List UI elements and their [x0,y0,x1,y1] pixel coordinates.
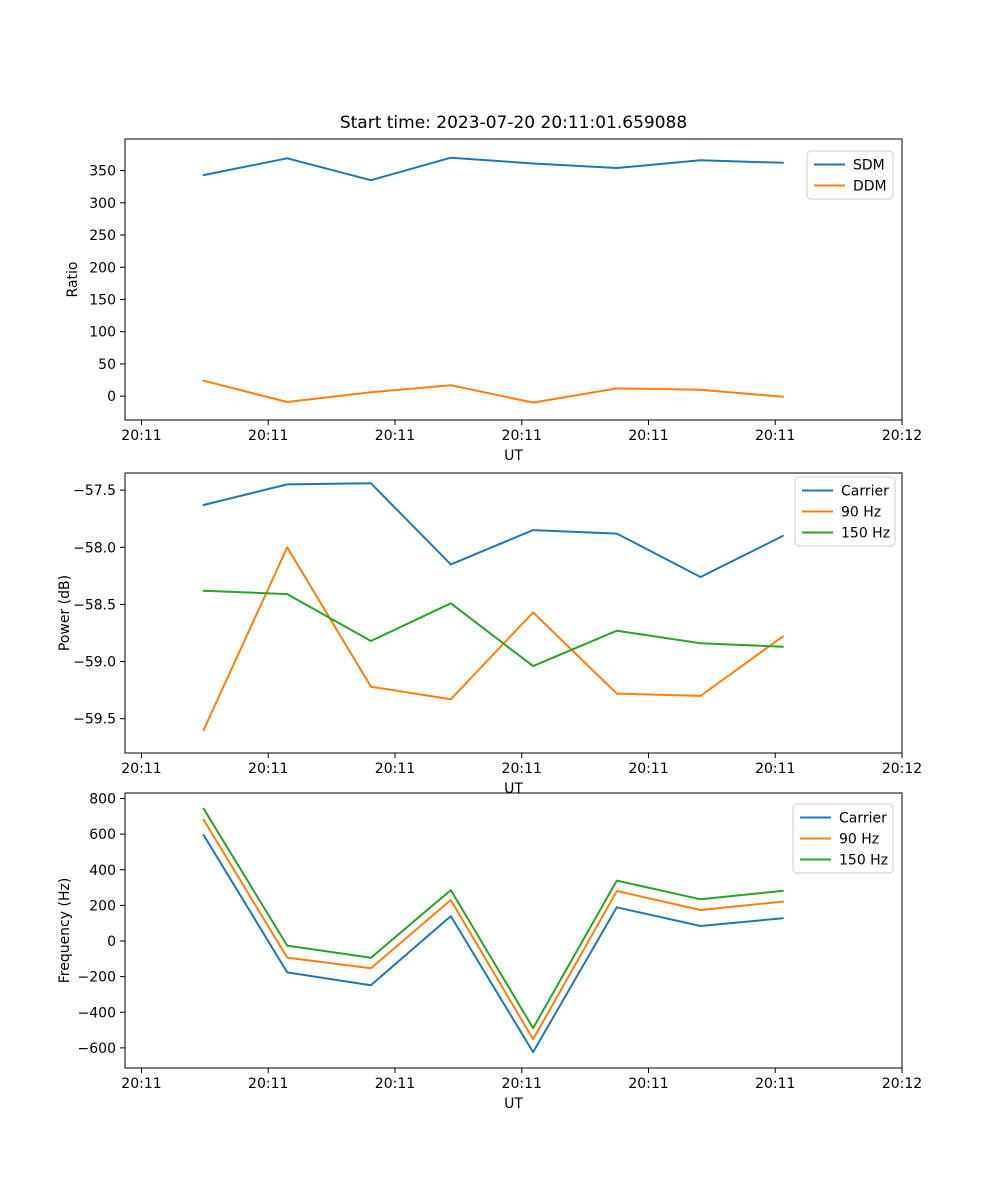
x-tick-label: 20:11 [755,761,795,777]
y-tick-label: −59.5 [73,712,116,728]
subplot-3: 20:11 20:11 20:11 20:11 20:11 20:11 20:12 −600 −… [57,792,922,1112]
x-tick-label: 20:11 [755,428,795,444]
x-tick-label: 20:11 [375,428,415,444]
legend-label-90-hz: 90 Hz [841,505,881,521]
figure-title: Start time: 2023-07-20 20:11:01.659088 [340,113,687,133]
axes-frame [124,472,903,754]
axes-frame [124,792,903,1069]
series-line-carrier [202,482,784,578]
legend-label-90-hz: 90 Hz [839,832,879,848]
series-line-90-hz [202,818,784,1041]
legend-label-ddm: DDM [853,179,887,195]
x-tick-label: 20:11 [628,761,668,777]
x-tick-label: 20:12 [882,1076,922,1092]
series-line-carrier [202,834,784,1054]
y-tick-label: −57.5 [73,483,116,499]
legend-label-150-hz: 150 Hz [839,853,888,869]
x-tick-label: 20:11 [248,1076,288,1092]
x-tick-label: 20:11 [121,761,161,777]
y-tick-label: 600 [89,827,116,843]
series-line-90-hz [202,546,784,732]
y-tick-label: 300 [89,196,116,212]
y-tick-label: −400 [78,1005,116,1021]
y-tick-label: 100 [89,325,116,341]
x-tick-label: 20:11 [628,428,668,444]
x-tick-label: 20:12 [882,761,922,777]
x-tick-label: 20:11 [502,1076,542,1092]
y-tick-label: −58.0 [73,540,116,556]
y-tick-label: 200 [89,260,116,276]
series-line-150-hz [202,807,784,1030]
y-tick-label: 50 [98,357,116,373]
x-tick-label: 20:11 [628,1076,668,1092]
x-axis-label: UT [504,1096,523,1112]
subplot-2: 20:11 20:11 20:11 20:11 20:11 20:11 20:12 −59.5… [57,472,922,797]
y-axis-label: Frequency (Hz) [57,878,73,984]
y-axis-label: Ratio [65,262,81,298]
y-axis-label: Power (dB) [57,575,73,651]
x-tick-label: 20:11 [375,1076,415,1092]
y-tick-label: 400 [89,863,116,879]
legend-box [792,803,894,874]
x-tick-label: 20:11 [248,761,288,777]
y-tick-label: 0 [107,934,116,950]
y-tick-label: 0 [107,389,116,405]
y-tick-label: 200 [89,898,116,914]
x-tick-label: 20:11 [502,428,542,444]
y-tick-label: −58.5 [73,597,116,613]
series-line-ddm [202,379,784,404]
x-tick-label: 20:11 [502,761,542,777]
legend-label-carrier: Carrier [839,811,887,827]
x-tick-label: 20:11 [375,761,415,777]
legend-box [806,150,894,200]
y-tick-label: 800 [89,792,116,808]
legend-label-carrier: Carrier [841,484,889,500]
x-tick-label: 20:11 [755,1076,795,1092]
y-tick-label: −200 [78,970,116,986]
x-tick-label: 20:11 [248,428,288,444]
series-line-sdm [202,156,784,182]
x-tick-label: 20:11 [121,1076,161,1092]
legend: Carrier 90 Hz 150 Hz [794,476,896,547]
y-tick-label: −600 [78,1041,116,1057]
x-axis-label: UT [504,448,523,464]
subplot-1: 20:11 20:11 20:11 20:11 20:11 20:11 20:12 0 50 10… [65,113,922,464]
y-tick-label: 350 [89,164,116,180]
legend-label-sdm: SDM [853,158,885,174]
legend-label-150-hz: 150 Hz [841,526,890,542]
legend-box [794,476,896,547]
legend: Carrier 90 Hz 150 Hz [792,803,894,874]
legend: SDM DDM [806,150,894,200]
x-tick-label: 20:12 [882,428,922,444]
x-tick-label: 20:11 [121,428,161,444]
y-tick-label: −59.0 [73,655,116,671]
series-line-150-hz [202,589,784,668]
y-tick-label: 150 [89,292,116,308]
axes-frame [124,138,903,421]
y-tick-label: 250 [89,228,116,244]
